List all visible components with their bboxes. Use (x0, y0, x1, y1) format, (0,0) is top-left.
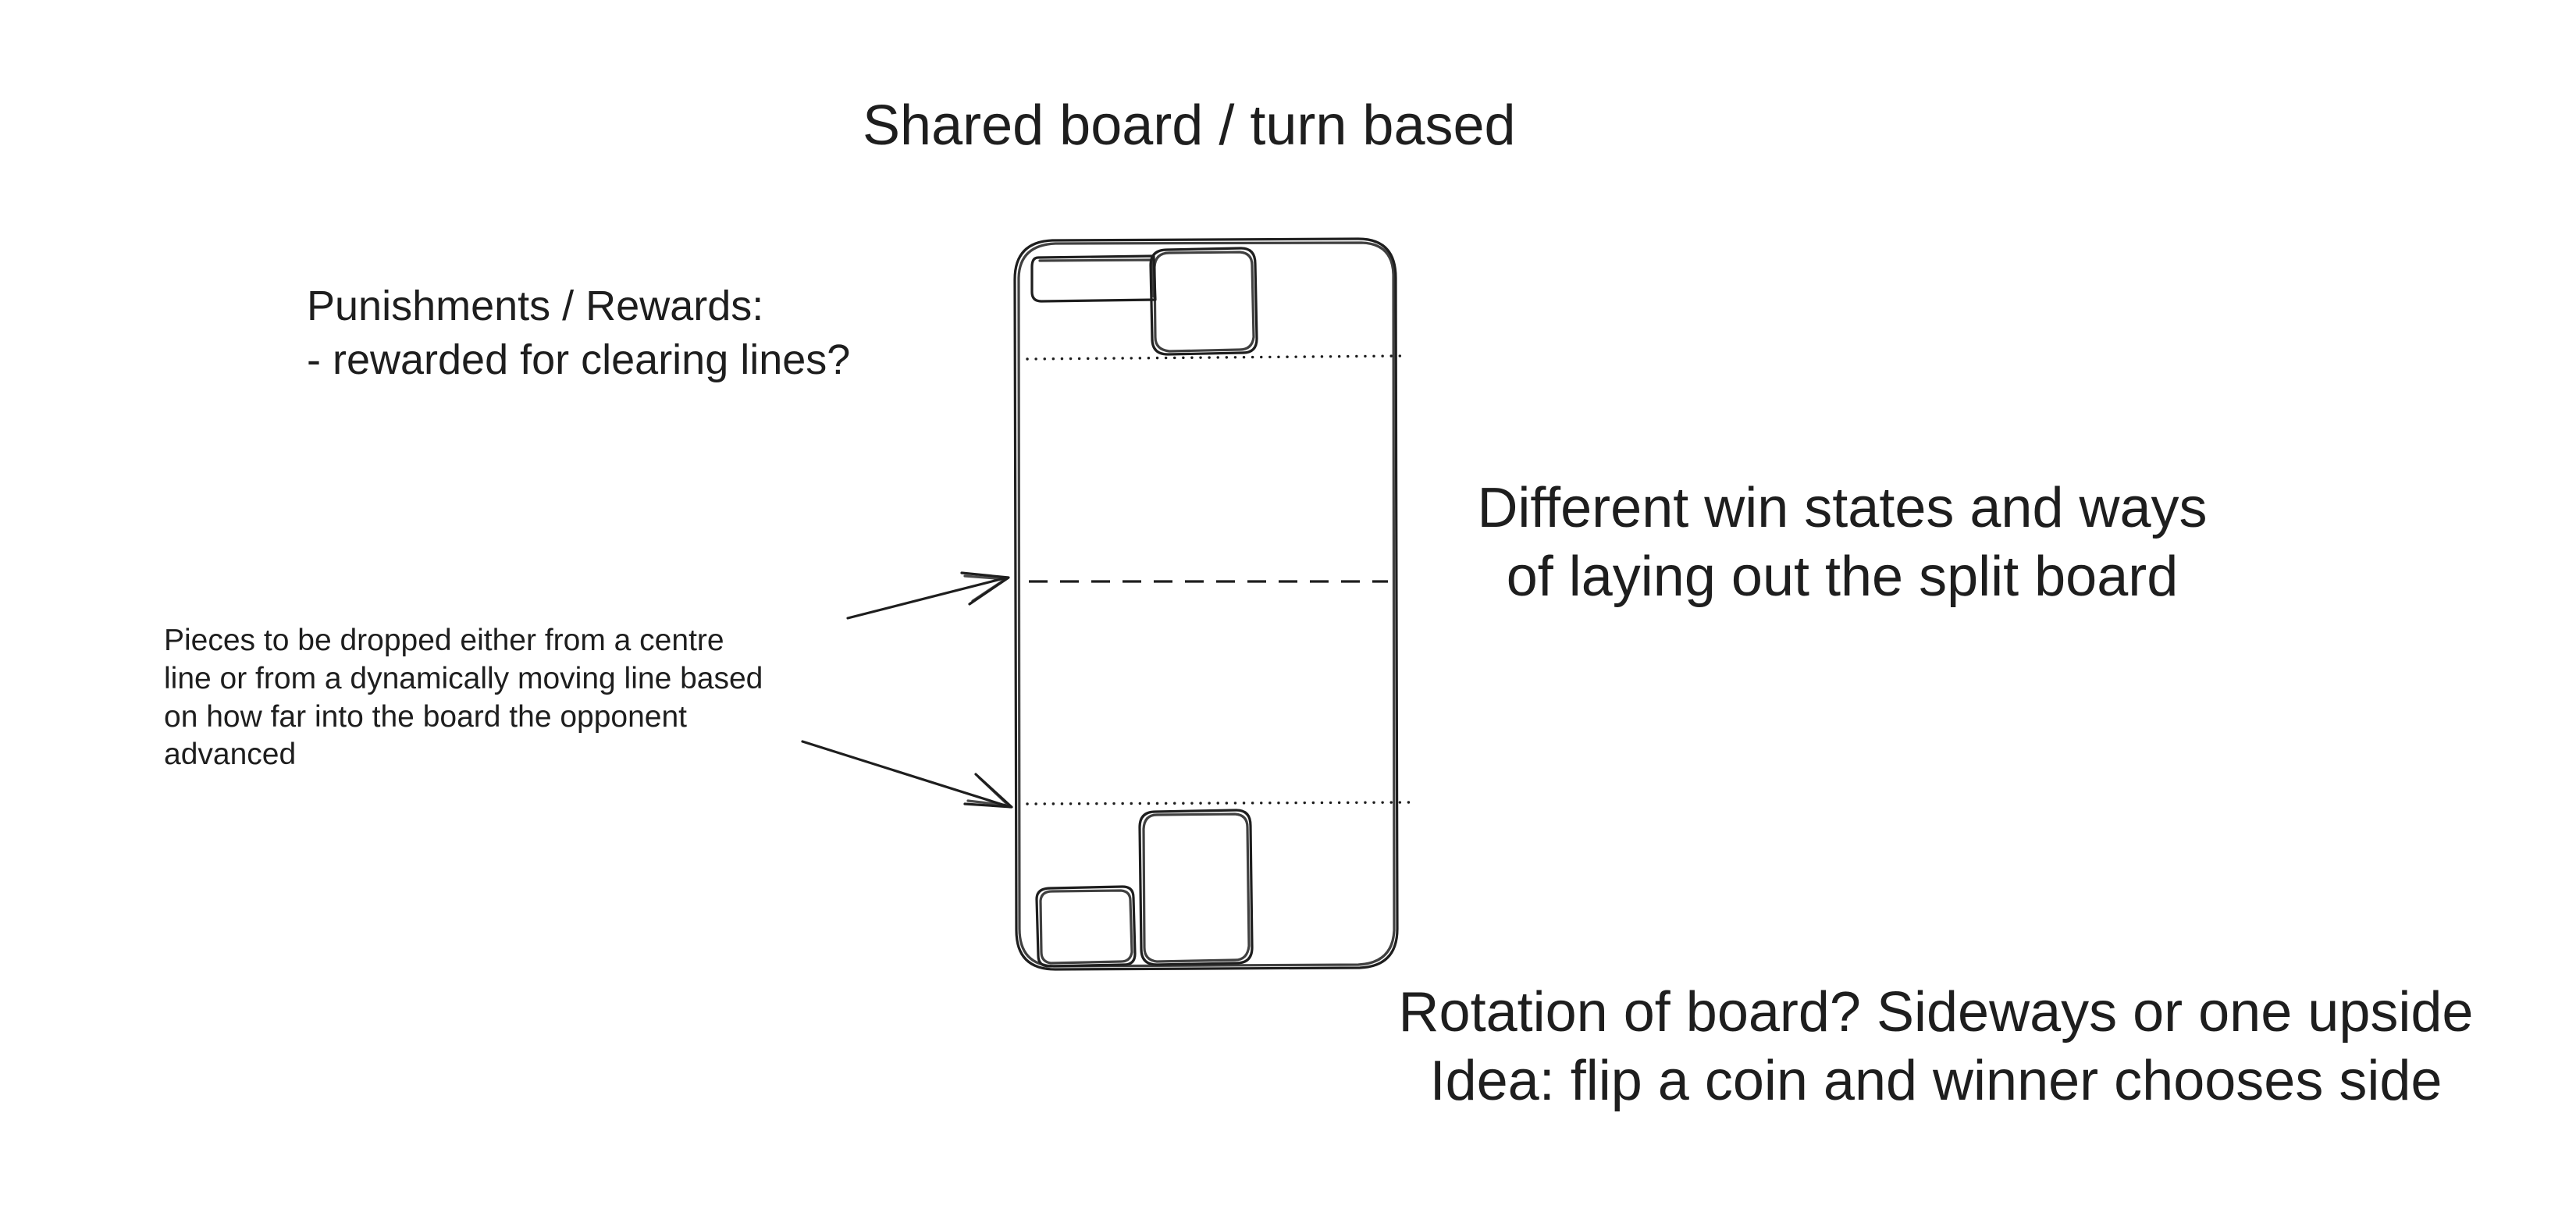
top-pieces (1030, 247, 1258, 356)
rotation-note: Rotation of board? Sideways or one upsid… (1358, 979, 2514, 1116)
drop-line-note: Pieces to be dropped either from a centr… (164, 622, 763, 774)
rewards-note: Punishments / Rewards: - rewarded for cl… (307, 279, 850, 387)
rewards-note-line: Punishments / Rewards: (307, 283, 764, 329)
drop-note-line: Pieces to be dropped either from a centr… (164, 624, 724, 657)
drop-note-line: on how far into the board the opponent (164, 699, 688, 734)
arrow-to-centre-line (846, 571, 1010, 620)
bottom-pieces (1035, 809, 1254, 968)
win-note-line: Different win states and ways (1477, 477, 2208, 539)
top-drop-line (1026, 354, 1405, 361)
arrow-to-bottom-line (801, 740, 1013, 809)
drop-note-line: advanced (164, 738, 297, 772)
drop-note-line: line or from a dynamically moving line b… (164, 661, 763, 695)
diagram-title: Shared board / turn based (863, 94, 1516, 157)
rotation-note-line: Idea: flip a coin and winner chooses sid… (1429, 1049, 2443, 1112)
rewards-note-line: - rewarded for clearing lines? (307, 336, 851, 384)
board-outline (1013, 237, 1399, 971)
win-states-note: Different win states and ways of laying … (1468, 475, 2217, 612)
win-note-line: of laying out the split board (1506, 545, 2179, 608)
rotation-note-line: Rotation of board? Sideways or one upsid… (1398, 981, 2474, 1044)
bottom-drop-line (1026, 801, 1411, 805)
board-divider-lines (1026, 354, 1411, 805)
